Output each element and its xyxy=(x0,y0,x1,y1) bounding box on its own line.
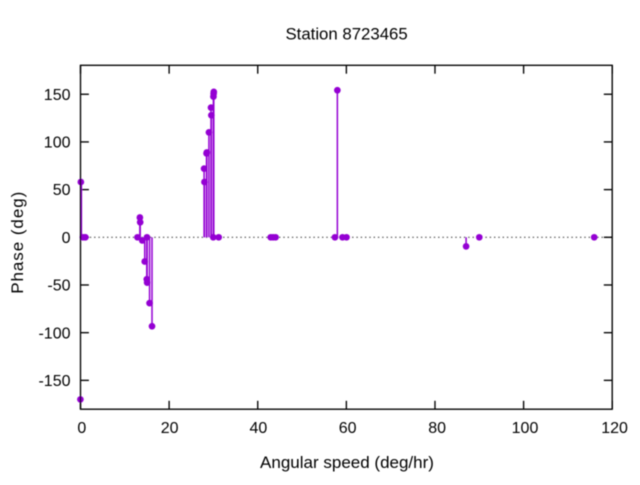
svg-text:40: 40 xyxy=(250,420,268,437)
svg-text:-150: -150 xyxy=(38,373,70,390)
svg-text:20: 20 xyxy=(161,420,179,437)
svg-text:Phase (deg): Phase (deg) xyxy=(8,191,27,294)
svg-text:Station 8723465: Station 8723465 xyxy=(285,24,407,43)
svg-text:-100: -100 xyxy=(38,325,70,342)
svg-text:80: 80 xyxy=(428,420,446,437)
svg-text:Angular speed (deg/hr): Angular speed (deg/hr) xyxy=(260,453,434,472)
svg-text:120: 120 xyxy=(601,420,628,437)
svg-text:-50: -50 xyxy=(47,278,70,295)
svg-text:50: 50 xyxy=(53,182,71,199)
svg-text:60: 60 xyxy=(339,420,357,437)
svg-text:0: 0 xyxy=(77,420,86,437)
svg-text:150: 150 xyxy=(44,87,71,104)
svg-text:100: 100 xyxy=(512,420,539,437)
svg-text:0: 0 xyxy=(62,230,71,247)
svg-text:100: 100 xyxy=(44,135,71,152)
